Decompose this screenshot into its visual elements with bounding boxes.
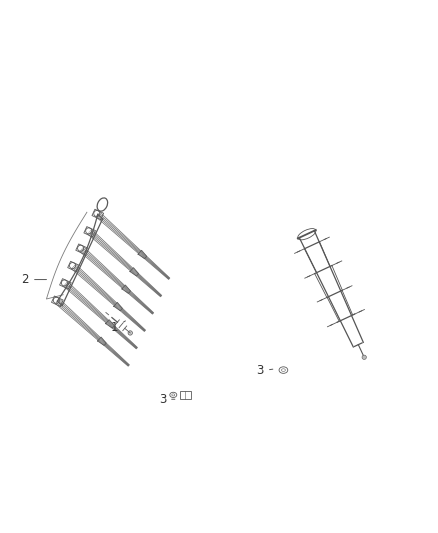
Text: 3: 3 [159, 393, 175, 406]
Text: 3: 3 [257, 365, 273, 377]
Text: 1: 1 [111, 321, 125, 334]
Circle shape [128, 331, 132, 335]
Circle shape [362, 355, 366, 359]
Text: 2: 2 [21, 273, 46, 286]
Bar [180, 391, 191, 399]
